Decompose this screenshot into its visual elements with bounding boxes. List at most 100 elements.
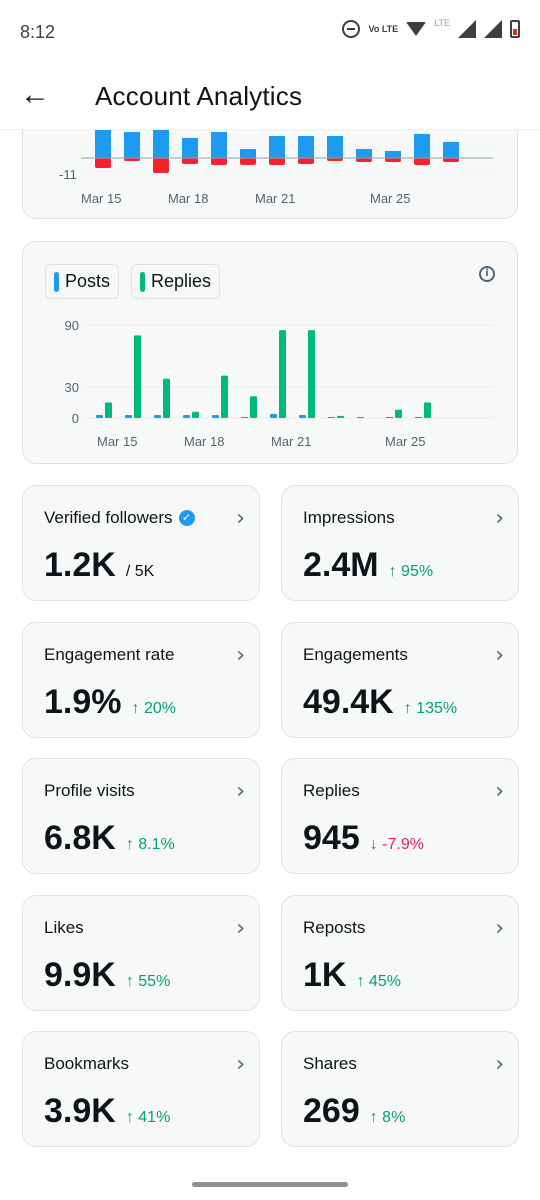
chevron-right-icon[interactable]: › bbox=[495, 643, 504, 668]
engagement-chart: -11 Mar 15 Mar 18 Mar 21 Mar 25 bbox=[59, 130, 493, 206]
home-indicator[interactable] bbox=[192, 1182, 348, 1187]
stat-label: Impressions bbox=[303, 508, 395, 528]
stat-label: Profile visits bbox=[44, 781, 135, 801]
stat-label-text: Impressions bbox=[303, 508, 395, 527]
stat-card-replies[interactable]: Replies › 945 ↓ -7.9% bbox=[281, 758, 519, 874]
posts-bar bbox=[241, 417, 248, 418]
stat-label: Verified followers ✓ bbox=[44, 508, 195, 528]
wifi-icon bbox=[406, 22, 427, 36]
stat-label-text: Engagement rate bbox=[44, 645, 175, 664]
stat-value-row: 9.9K ↑ 55% bbox=[44, 956, 170, 995]
stat-value: 9.9K bbox=[44, 956, 116, 994]
stat-card-shares[interactable]: Shares › 269 ↑ 8% bbox=[281, 1031, 519, 1147]
stat-value-row: 3.9K ↑ 41% bbox=[44, 1092, 170, 1131]
back-arrow-icon[interactable]: ← bbox=[20, 78, 50, 111]
y-tick-label: 30 bbox=[65, 380, 79, 395]
stat-card-profile-visits[interactable]: Profile visits › 6.8K ↑ 8.1% bbox=[22, 758, 260, 874]
replies-bar bbox=[134, 335, 141, 418]
chevron-right-icon[interactable]: › bbox=[236, 643, 245, 668]
chevron-right-icon[interactable]: › bbox=[495, 506, 504, 531]
bar-positive bbox=[182, 138, 198, 158]
stat-card-engagements[interactable]: Engagements › 49.4K ↑ 135% bbox=[281, 622, 519, 738]
y-tick-label: 0 bbox=[72, 411, 79, 426]
stat-value-row: 1.9% ↑ 20% bbox=[44, 683, 176, 722]
chevron-right-icon[interactable]: › bbox=[236, 779, 245, 804]
info-icon[interactable]: i bbox=[479, 266, 495, 282]
delta-up: ↑ 20% bbox=[131, 700, 176, 717]
stat-label: Engagements bbox=[303, 645, 408, 665]
bar-positive bbox=[240, 149, 256, 158]
stat-card-reposts[interactable]: Reposts › 1K ↑ 45% bbox=[281, 895, 519, 1011]
replies-bar bbox=[337, 415, 344, 418]
replies-swatch bbox=[140, 271, 146, 292]
y-tick-label: -11 bbox=[59, 167, 77, 182]
signal-icon bbox=[484, 20, 502, 38]
posts-bar bbox=[328, 417, 335, 418]
posts-bar bbox=[415, 417, 422, 418]
replies-bar bbox=[424, 402, 431, 418]
stat-label-text: Likes bbox=[44, 918, 84, 937]
stat-card-verified-followers[interactable]: Verified followers ✓ › 1.2K / 5K bbox=[22, 485, 260, 601]
signal-icon bbox=[458, 20, 476, 38]
legend-replies[interactable]: Replies bbox=[131, 264, 221, 299]
chevron-right-icon[interactable]: › bbox=[495, 916, 504, 941]
chevron-right-icon[interactable]: › bbox=[495, 779, 504, 804]
x-tick-label: Mar 21 bbox=[255, 191, 295, 206]
x-tick-label: Mar 25 bbox=[370, 191, 410, 206]
stat-card-engagement-rate[interactable]: Engagement rate › 1.9% ↑ 20% bbox=[22, 622, 260, 738]
bar-negative bbox=[124, 158, 140, 161]
posts-replies-chart: 0 30 90 Mar 15 Mar 18 Mar 21 Mar 25 bbox=[65, 318, 493, 449]
stat-label-text: Replies bbox=[303, 781, 360, 800]
chevron-right-icon[interactable]: › bbox=[236, 916, 245, 941]
delta-up: ↑ 41% bbox=[125, 1109, 171, 1126]
delta-up: ↑ 95% bbox=[388, 563, 434, 580]
stat-value: 49.4K bbox=[303, 683, 394, 721]
delta-up: ↑ 135% bbox=[403, 700, 458, 717]
app-header: ← Account Analytics bbox=[0, 66, 540, 130]
replies-bar bbox=[250, 396, 257, 418]
stat-label-text: Profile visits bbox=[44, 781, 135, 800]
bar-positive bbox=[211, 132, 227, 158]
x-tick-label: Mar 18 bbox=[168, 191, 208, 206]
stat-card-impressions[interactable]: Impressions › 2.4M ↑ 95% bbox=[281, 485, 519, 601]
bar-negative bbox=[182, 158, 198, 164]
delta-down: ↓ -7.9% bbox=[369, 836, 424, 853]
volte-icon: Vo LTE bbox=[368, 23, 399, 34]
stat-card-bookmarks[interactable]: Bookmarks › 3.9K ↑ 41% bbox=[22, 1031, 260, 1147]
bar-negative bbox=[385, 158, 401, 162]
bar-negative bbox=[414, 158, 430, 165]
chevron-right-icon[interactable]: › bbox=[236, 506, 245, 531]
stat-value: 1K bbox=[303, 956, 347, 994]
battery-icon bbox=[510, 20, 520, 38]
delta-up: ↑ 55% bbox=[125, 973, 171, 990]
bar-positive bbox=[153, 130, 169, 158]
stat-label: Shares bbox=[303, 1054, 357, 1074]
stat-value: 3.9K bbox=[44, 1092, 116, 1130]
stat-value-row: 945 ↓ -7.9% bbox=[303, 819, 424, 858]
stat-label-text: Reposts bbox=[303, 918, 366, 937]
stat-value-row: 269 ↑ 8% bbox=[303, 1092, 405, 1131]
posts-bar bbox=[212, 415, 219, 418]
posts-bar bbox=[183, 415, 190, 418]
x-tick-label: Mar 18 bbox=[184, 434, 224, 449]
chart-legend: Posts Replies bbox=[45, 264, 221, 299]
chevron-right-icon[interactable]: › bbox=[236, 1052, 245, 1077]
bar-negative bbox=[211, 158, 227, 165]
replies-bar bbox=[192, 411, 199, 418]
x-tick-label: Mar 25 bbox=[385, 434, 425, 449]
bar-negative bbox=[298, 158, 314, 164]
bar-positive bbox=[443, 142, 459, 158]
stat-label-text: Engagements bbox=[303, 645, 408, 664]
posts-bar bbox=[154, 415, 161, 418]
dnd-icon bbox=[342, 20, 361, 38]
legend-posts[interactable]: Posts bbox=[45, 264, 120, 299]
bar-negative bbox=[356, 158, 372, 162]
status-icons: Vo LTE LTE bbox=[342, 18, 520, 38]
stat-value: 2.4M bbox=[303, 546, 379, 584]
stat-card-likes[interactable]: Likes › 9.9K ↑ 55% bbox=[22, 895, 260, 1011]
chevron-right-icon[interactable]: › bbox=[495, 1052, 504, 1077]
bar-positive bbox=[124, 132, 140, 158]
stat-value-row: 1.2K / 5K bbox=[44, 546, 154, 585]
stat-label-text: Verified followers bbox=[44, 508, 173, 527]
bar-negative bbox=[269, 158, 285, 165]
